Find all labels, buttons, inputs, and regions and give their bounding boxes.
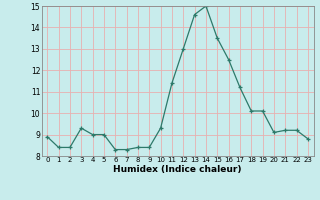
X-axis label: Humidex (Indice chaleur): Humidex (Indice chaleur) [113, 165, 242, 174]
